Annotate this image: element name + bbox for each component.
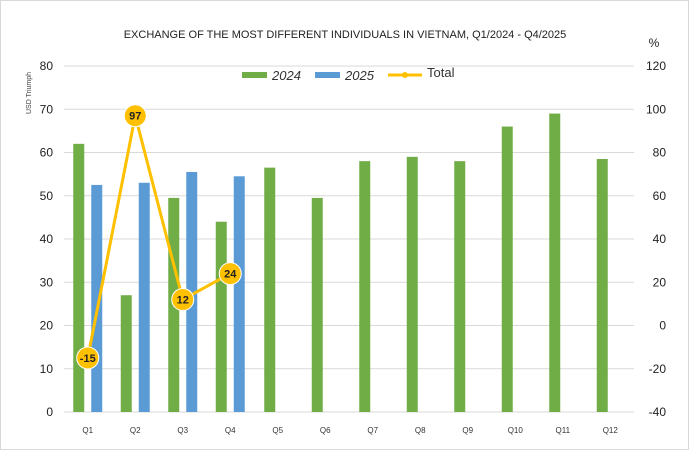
x-tick-label: Q6: [320, 426, 331, 435]
y2-tick-label: 80: [653, 146, 667, 160]
line-total: [86, 114, 231, 359]
y-tick-label: 10: [40, 362, 54, 376]
bar-2024: [73, 143, 85, 412]
bar-series: [73, 113, 608, 413]
y-tick-label: 20: [40, 319, 54, 333]
legend-swatch: [315, 72, 340, 78]
bar-2024: [120, 295, 132, 412]
y2-tick-label: 60: [653, 189, 667, 203]
x-tick-label: Q5: [272, 426, 283, 435]
legend-label: 2024: [271, 68, 301, 83]
x-tick-label: Q8: [415, 426, 426, 435]
y2-tick-label: -20: [649, 362, 667, 376]
y2-tick-label: -40: [649, 405, 667, 419]
y-tick-label: 50: [40, 189, 54, 203]
y-axis-label: USD Triumph: [26, 72, 33, 114]
line-series: -15 97 12 24: [76, 104, 242, 370]
y2-tick-label: 20: [653, 275, 667, 289]
bar-2024: [549, 113, 561, 412]
bar-2025: [186, 171, 198, 412]
legend-label: Total: [427, 65, 455, 80]
x-tick-label: Q3: [177, 426, 188, 435]
bar-2024: [311, 197, 323, 412]
data-label: 12: [177, 295, 189, 307]
y2-tick-label: 0: [659, 319, 666, 333]
bar-2025: [91, 184, 103, 412]
x-tick-label: Q10: [508, 426, 524, 435]
bar-2024: [406, 156, 418, 412]
bar-2024: [215, 221, 227, 412]
y2-axis-label: %: [649, 36, 660, 50]
y2-tick-label: 120: [646, 59, 666, 73]
line-point: [171, 288, 195, 312]
x-tick-label: Q7: [367, 426, 378, 435]
y2-tick-label: 40: [653, 232, 667, 246]
axis-ticks: 0 10 20 30 40 50 60 70 80 -40 -20 0 20 40 60 80 100 120 Q1…: [40, 59, 667, 435]
y-tick-label: 60: [40, 146, 54, 160]
y-tick-label: 0: [46, 405, 53, 419]
bar-2024: [596, 158, 608, 412]
bar-2025: [138, 182, 150, 412]
bar-2024: [501, 126, 513, 413]
chart-title: EXCHANGE OF THE MOST DIFFERENT INDIVIDUA…: [124, 29, 567, 41]
x-tick-label: Q1: [82, 426, 93, 435]
data-label: -15: [80, 353, 96, 365]
data-label: 24: [224, 269, 237, 281]
line-point: [76, 346, 100, 370]
legend-swatch: [242, 72, 267, 78]
y-tick-label: 80: [40, 59, 54, 73]
x-tick-label: Q4: [225, 426, 236, 435]
legend: 2024 2025 Total: [242, 65, 455, 83]
line-point: [218, 262, 242, 286]
bar-2025: [233, 176, 245, 412]
y2-tick-label: 100: [646, 102, 666, 116]
x-tick-label: Q11: [555, 426, 570, 435]
y-tick-label: 40: [40, 232, 54, 246]
y-tick-label: 30: [40, 275, 54, 289]
gridlines: [64, 65, 634, 413]
legend-label: 2025: [344, 68, 375, 83]
x-tick-label: Q2: [130, 426, 141, 435]
bar-2024: [359, 161, 371, 412]
data-label: 97: [129, 111, 141, 123]
y-tick-label: 70: [40, 102, 54, 116]
x-tick-label: Q12: [603, 426, 619, 435]
x-tick-label: Q9: [462, 426, 473, 435]
bar-2024: [264, 167, 276, 412]
line-point: [123, 104, 147, 128]
legend-swatch: [402, 72, 408, 78]
bar-2024: [454, 161, 466, 412]
